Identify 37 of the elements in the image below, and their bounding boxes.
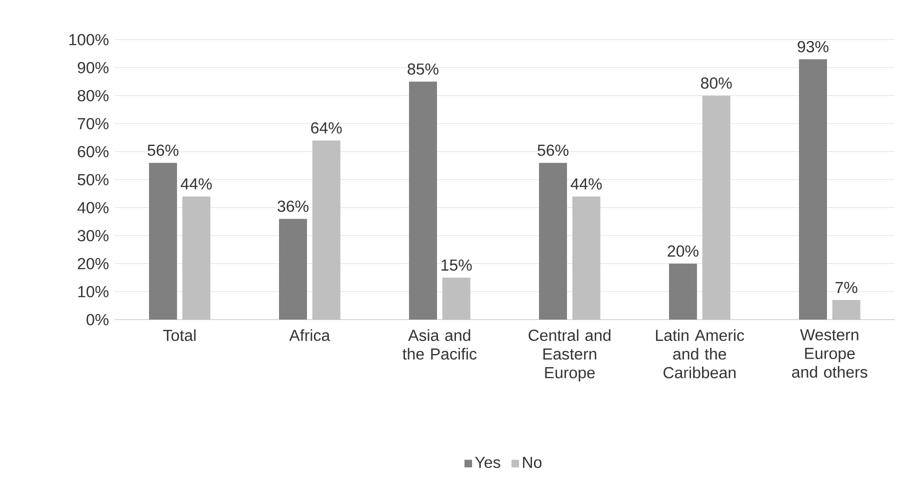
y-tick-label: 20% (78, 258, 108, 270)
x-tick-label: Total (163, 329, 196, 341)
y-tick-label: 100% (69, 34, 108, 46)
x-tick-label: Asia and the Pacific (402, 329, 477, 360)
legend-label: Yes (475, 456, 500, 468)
y-tick-label: 80% (78, 90, 108, 102)
bar (668, 264, 697, 320)
data-label: 44% (570, 178, 602, 190)
data-label: 85% (408, 63, 438, 75)
y-tick-label: 60% (78, 146, 108, 158)
x-tick-label: Latin Americ and the Caribbean (656, 329, 744, 378)
bar (409, 82, 437, 320)
y-tick-label: 40% (77, 202, 108, 214)
data-label: 56% (148, 144, 178, 156)
data-label: 36% (278, 200, 308, 212)
bar (798, 59, 827, 320)
bar (149, 162, 178, 320)
data-label: 20% (668, 245, 698, 257)
y-tick-label: 10% (78, 286, 108, 298)
data-label: 64% (311, 122, 342, 134)
x-tick-label: Western Europe and others (792, 329, 868, 378)
bar (279, 218, 308, 320)
data-label: 7% (836, 282, 858, 294)
y-tick-label: 50% (78, 174, 108, 186)
data-label: 15% (442, 259, 472, 271)
bar (539, 162, 567, 320)
data-label: 93% (798, 41, 828, 52)
data-label: 80% (701, 77, 732, 89)
y-tick-label: 0% (86, 314, 109, 326)
x-tick-label: Africa (289, 329, 330, 341)
y-tick-label: 90% (78, 62, 108, 74)
data-label: 44% (180, 178, 212, 190)
y-tick-label: 70% (78, 118, 108, 130)
x-tick-label: Central and Eastern Europe (528, 329, 610, 382)
data-label: 56% (538, 144, 568, 156)
legend-label: No (523, 456, 542, 468)
y-tick-label: 30% (78, 230, 108, 242)
